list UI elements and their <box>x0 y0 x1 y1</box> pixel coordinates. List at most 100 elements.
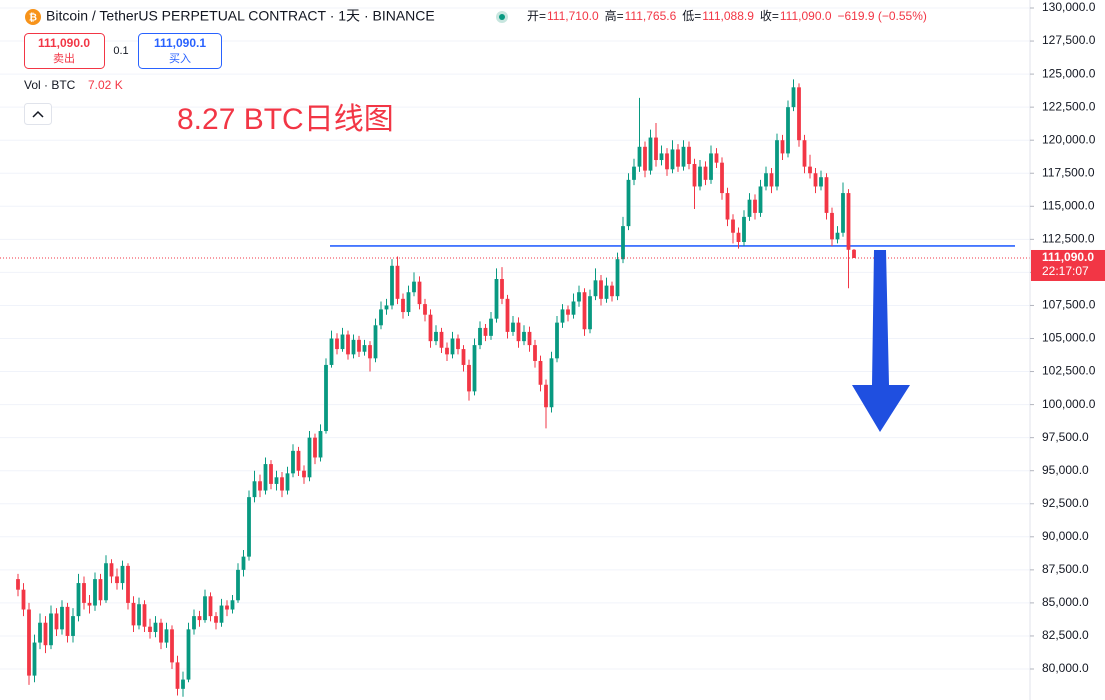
candle-body <box>98 579 103 601</box>
candle-body <box>280 477 284 491</box>
candle-body <box>137 604 141 626</box>
candle-body <box>478 327 482 346</box>
y-tick-label: 102,500.0 <box>1042 364 1096 378</box>
candle-body <box>170 629 174 663</box>
buy-label: 买入 <box>169 52 191 65</box>
candle-body <box>181 679 185 689</box>
spread: 0.1 <box>113 45 128 57</box>
candle-body <box>291 450 295 474</box>
candle-body <box>632 166 636 180</box>
candle-body <box>813 173 818 187</box>
candle-body <box>71 616 75 636</box>
y-tick-label: 127,500.0 <box>1042 33 1096 47</box>
candle-body <box>412 281 416 293</box>
candle-body <box>582 292 587 330</box>
candle-body <box>527 331 532 346</box>
candle-body <box>500 279 504 299</box>
y-tick-label: 95,000.0 <box>1042 463 1089 477</box>
candle-body <box>445 347 449 355</box>
last-price-box <box>1031 249 1105 281</box>
y-tick-label: 87,500.0 <box>1042 562 1089 576</box>
ohlc-value: 111,765.6 <box>625 9 677 23</box>
candle-body <box>709 153 713 180</box>
candle-body <box>131 602 136 626</box>
candle-body <box>335 338 339 350</box>
candle-body <box>472 345 477 392</box>
candle-body <box>373 325 378 359</box>
candle-body <box>566 309 570 315</box>
candle-body <box>302 470 306 478</box>
candle-body <box>384 305 389 310</box>
candle-body <box>780 140 785 154</box>
candle-body <box>296 450 301 471</box>
y-tick-label: 97,500.0 <box>1042 430 1089 444</box>
y-tick-label: 92,500.0 <box>1042 496 1089 510</box>
candle-body <box>43 622 48 646</box>
volume-value: 7.02 K <box>88 78 123 92</box>
candle-body <box>505 298 510 332</box>
candle-body <box>819 177 823 187</box>
candle-body <box>357 339 361 352</box>
candle-body <box>687 146 691 164</box>
candle-body <box>621 226 625 260</box>
candle-body <box>731 219 735 233</box>
candle-body <box>797 87 801 141</box>
candle-body <box>329 338 334 365</box>
candle-body <box>192 616 196 630</box>
y-tick-label: 112,500.0 <box>1042 232 1095 246</box>
candle-body <box>340 334 345 350</box>
buy-button[interactable] <box>138 33 222 69</box>
candle-body <box>654 137 658 161</box>
ohlc-label: 高= <box>605 8 624 23</box>
candle-body <box>54 613 59 630</box>
candle-body <box>313 437 317 458</box>
candle-body <box>379 309 383 326</box>
candle-body <box>659 153 664 161</box>
candle-body <box>236 569 240 601</box>
candle-body <box>126 565 130 603</box>
collapse-icon <box>32 110 44 118</box>
candle-body <box>615 259 620 297</box>
candle-body <box>769 173 774 187</box>
candle-body <box>846 193 851 250</box>
candle-body <box>775 140 779 187</box>
plot <box>0 79 1030 697</box>
candle-body <box>610 285 614 297</box>
candle-body <box>142 604 147 627</box>
sell-button[interactable] <box>24 33 105 69</box>
candle-body <box>65 606 70 636</box>
candle-body <box>263 464 268 491</box>
candle-body <box>555 322 559 359</box>
candle-body <box>148 626 152 632</box>
candle-body <box>841 193 845 233</box>
collapse-button[interactable] <box>24 103 52 125</box>
candle-body <box>522 331 526 342</box>
down-arrow <box>852 250 910 432</box>
candle-body <box>681 146 686 167</box>
candle-body <box>456 338 460 350</box>
candle-body <box>549 358 554 408</box>
candle-body <box>21 589 26 610</box>
y-tick-label: 107,500.0 <box>1042 298 1096 312</box>
y-tick-label: 80,000.0 <box>1042 661 1089 675</box>
candle-body <box>676 149 680 167</box>
countdown: 22:17:07 <box>1042 264 1089 278</box>
candle-body <box>247 497 251 557</box>
candle-body <box>577 292 581 302</box>
volume-label: Vol · BTC <box>24 78 76 92</box>
candle-body <box>648 137 653 171</box>
candle-body <box>764 173 768 187</box>
candle-body <box>60 606 64 630</box>
candle-body <box>230 600 235 610</box>
candle-body <box>417 281 422 305</box>
change: −619.9 (−0.55%) <box>838 9 927 23</box>
grid <box>0 7 1030 670</box>
y-tick-label: 85,000.0 <box>1042 595 1089 609</box>
status-dot <box>499 14 505 20</box>
candle-body <box>747 199 752 217</box>
y-tick-label: 130,000.0 <box>1042 0 1096 14</box>
candle-body <box>362 345 367 352</box>
candle-body <box>786 107 790 154</box>
candle-body <box>461 349 466 365</box>
